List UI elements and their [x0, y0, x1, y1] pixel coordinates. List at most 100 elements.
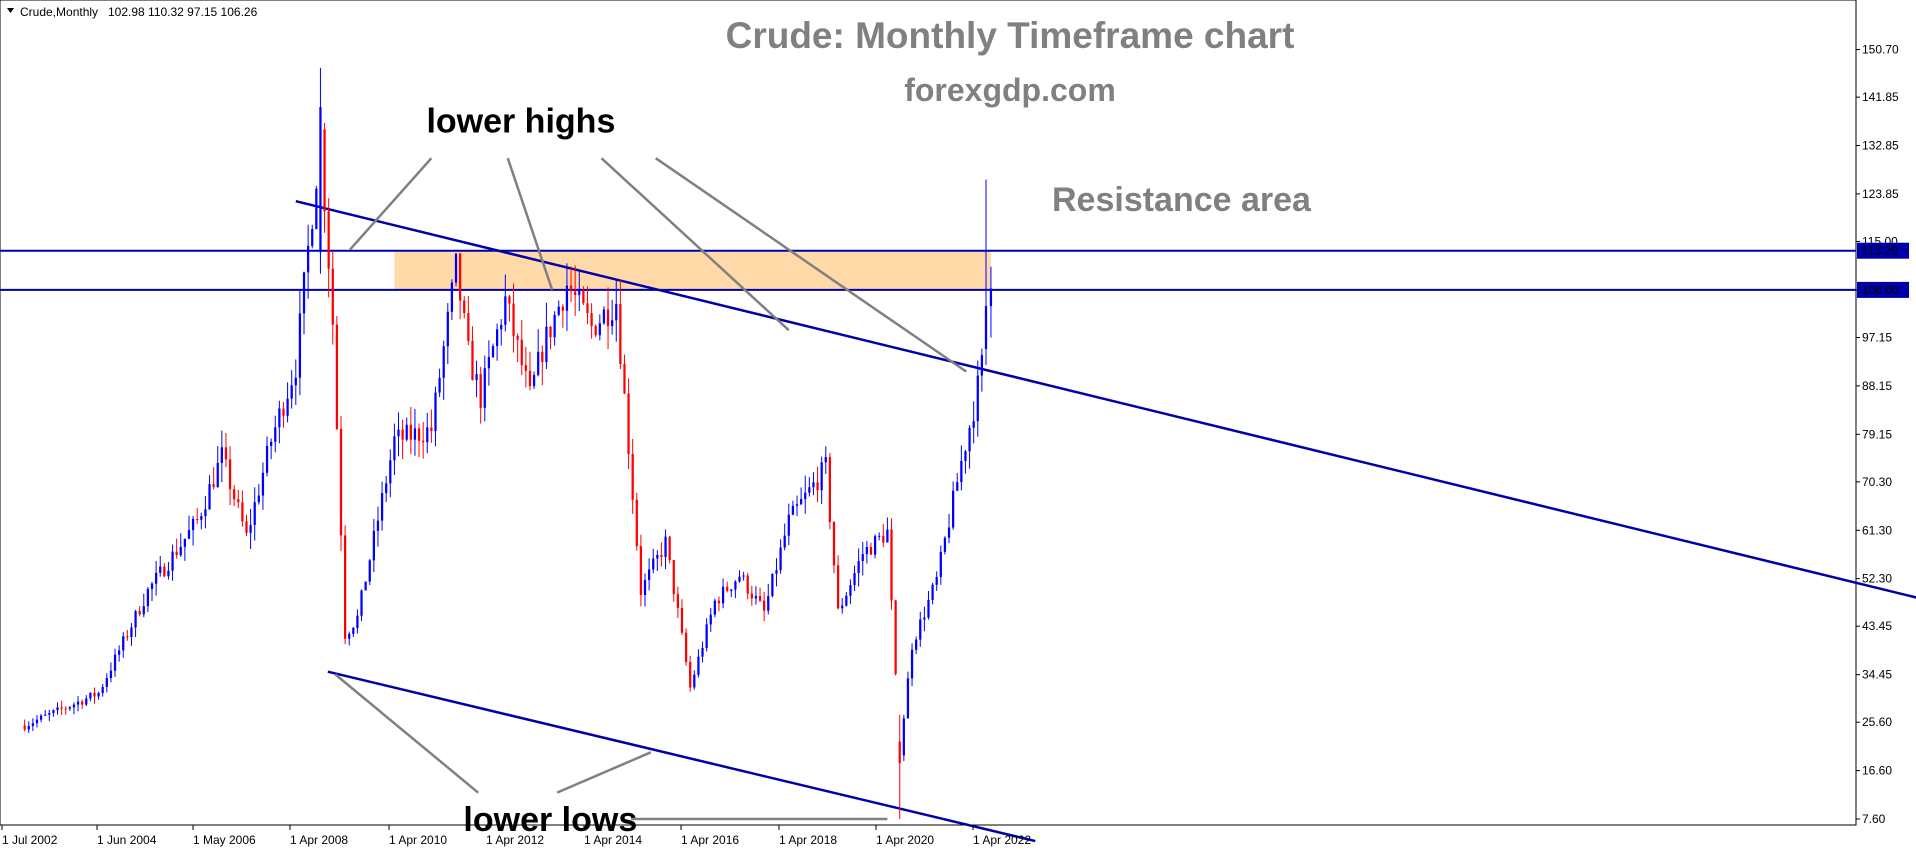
candle-body — [631, 453, 634, 500]
candle-body — [952, 490, 955, 528]
candle-body — [545, 326, 548, 363]
candle-body — [816, 482, 819, 491]
candle-body — [376, 520, 380, 531]
candle-body — [183, 538, 187, 547]
candle-body — [60, 707, 63, 709]
candle-body — [191, 518, 195, 531]
candle-body — [684, 632, 688, 662]
candle-body — [861, 554, 864, 562]
candle-body — [824, 457, 827, 463]
candle-body — [582, 290, 585, 304]
candle-body — [430, 427, 433, 432]
candle-body — [479, 374, 482, 408]
candle-body — [23, 725, 26, 730]
candle-body — [76, 701, 80, 705]
candle-body — [306, 245, 310, 273]
candle-body — [224, 447, 228, 460]
candle-body — [159, 566, 162, 573]
chart-header: Crude,Monthly 102.98 110.32 97.15 106.26 — [7, 5, 258, 19]
price-label-box — [1857, 281, 1909, 298]
upper-trendline — [295, 199, 1916, 599]
candle-body — [138, 611, 141, 615]
candle-body — [532, 375, 536, 387]
price-label-box — [1857, 242, 1909, 259]
candle-body — [828, 457, 832, 522]
candle-body — [298, 313, 302, 378]
candle-body — [216, 462, 219, 488]
y-tick-label: 34.45 — [1862, 668, 1892, 682]
candle-body — [656, 554, 659, 559]
candle-body — [118, 650, 121, 655]
candle-body — [746, 575, 749, 594]
dropdown-triangle-icon[interactable] — [7, 8, 14, 13]
candle-body — [878, 535, 881, 537]
candle-body — [664, 536, 667, 557]
candle-body — [220, 447, 223, 463]
candle-body — [989, 288, 993, 307]
candle-body — [730, 589, 733, 591]
candle-body — [738, 576, 741, 582]
candle-body — [812, 482, 815, 488]
y-tick-label: 79.15 — [1862, 427, 1892, 441]
candle-body — [721, 586, 725, 604]
candle-body — [113, 654, 117, 671]
candle-body — [64, 708, 67, 710]
candle-body — [109, 670, 113, 678]
x-tick-label: 1 Apr 2018 — [779, 833, 837, 847]
candle-body — [910, 649, 914, 679]
candle-body — [356, 615, 359, 628]
candle-body — [984, 306, 988, 350]
candle-body — [611, 320, 614, 327]
candle-body — [853, 573, 856, 586]
candle-body — [130, 627, 133, 637]
candle-body — [405, 424, 408, 440]
candle-body — [508, 296, 511, 304]
candle-body — [931, 584, 934, 600]
candle-body — [865, 547, 868, 555]
candle-body — [467, 312, 470, 341]
y-tick-label: 7.60 — [1862, 812, 1886, 826]
resistance-zone — [394, 250, 991, 290]
candle-body — [886, 529, 889, 543]
candle-body — [187, 530, 191, 539]
y-tick-label: 123.85 — [1862, 187, 1899, 201]
candle-body — [857, 561, 860, 574]
candle-body — [339, 428, 343, 536]
candle-body — [438, 377, 441, 393]
horizontal-levels-layer — [0, 249, 1856, 291]
resistance-zone-layer — [394, 250, 991, 290]
candle-body — [882, 535, 885, 543]
candle-body — [286, 398, 289, 416]
candle-body — [204, 509, 207, 517]
candle-body — [935, 576, 938, 585]
candle-body — [134, 611, 137, 628]
time-axis[interactable]: 1 Jul 2002 1 Jun 2004 1 May 2006 1 Apr 2008… — [1, 825, 1031, 847]
candle-body — [668, 536, 671, 561]
candle-body — [972, 421, 975, 428]
candle-body — [873, 536, 877, 555]
price-axis[interactable]: 150.70141.85132.85123.85115.00106.0097.1… — [1856, 43, 1899, 826]
annotation-pointer-1 — [506, 157, 554, 291]
candle-body — [561, 306, 564, 311]
candle-body — [175, 551, 178, 556]
candle-body — [754, 596, 758, 599]
candle-body — [586, 303, 589, 314]
candle-body — [943, 537, 947, 552]
candle-body — [775, 570, 778, 574]
candle-body — [249, 524, 252, 533]
price-label-text: 106.00 — [1862, 283, 1899, 297]
candle-body — [836, 565, 840, 609]
candle-body — [270, 441, 273, 446]
candle-body — [237, 499, 240, 503]
candle-body — [311, 229, 314, 246]
candle-body — [639, 546, 643, 595]
candle-body — [360, 590, 363, 616]
candle-body — [569, 285, 573, 292]
candle-body — [417, 428, 421, 441]
x-tick-label: 1 Apr 2012 — [486, 833, 544, 847]
y-tick-label: 150.70 — [1862, 43, 1899, 57]
candle-body — [590, 313, 593, 327]
candle-body — [606, 309, 610, 327]
